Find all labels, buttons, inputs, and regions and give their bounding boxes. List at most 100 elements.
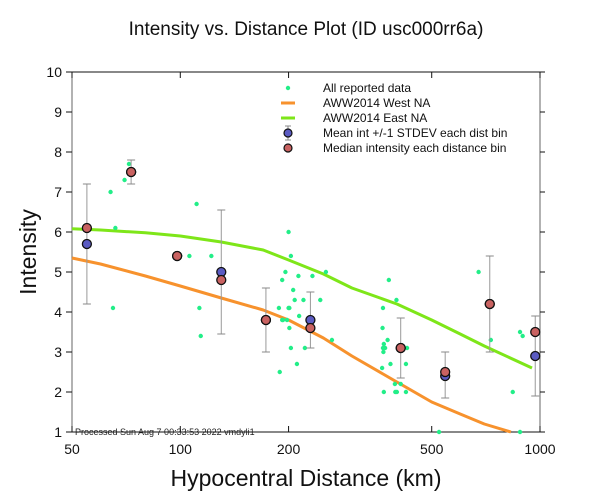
x-tick-label: 100 (169, 441, 193, 457)
data-point (381, 341, 387, 347)
x-tick-label: 500 (420, 441, 444, 457)
y-tick-label: 6 (54, 224, 62, 240)
data-point (187, 253, 192, 259)
legend-label: Median intensity each distance bin (323, 141, 506, 155)
data-point (209, 253, 214, 259)
y-tick-label: 8 (54, 144, 62, 160)
data-point (113, 225, 118, 231)
data-point (290, 287, 296, 293)
legend-marker-icon (283, 128, 293, 138)
reported-data-points (108, 161, 525, 435)
data-point (520, 333, 525, 339)
y-tick-label: 7 (54, 184, 62, 200)
data-point (403, 389, 409, 395)
data-point (382, 345, 388, 351)
data-point (388, 361, 393, 367)
data-point (380, 305, 386, 311)
data-point (517, 329, 523, 335)
data-point (283, 269, 288, 275)
data-point (517, 429, 523, 435)
x-tick-label: 200 (277, 441, 301, 457)
data-point (381, 389, 387, 395)
data-point (296, 273, 301, 279)
data-point (510, 389, 515, 395)
data-point (287, 305, 292, 311)
data-point (301, 297, 306, 303)
data-point (286, 229, 291, 235)
data-point (294, 361, 300, 367)
data-point (280, 317, 286, 323)
data-point (110, 305, 116, 311)
data-point (318, 297, 323, 303)
data-point (198, 333, 203, 339)
legend-label: AWW2014 West NA (323, 96, 430, 110)
y-tick-label: 4 (54, 304, 62, 320)
data-point (404, 345, 410, 351)
y-axis-label: Intensity (15, 209, 41, 295)
data-point (310, 273, 315, 279)
data-point (122, 177, 127, 183)
plot-frame (71, 71, 544, 433)
data-point (277, 369, 282, 375)
median-marker (125, 166, 137, 178)
data-point (279, 277, 285, 283)
data-point (386, 277, 392, 283)
median-marker (440, 366, 451, 378)
legend-label: AWW2014 East NA (323, 111, 427, 125)
chart-title: Intensity vs. Distance Plot (ID usc000rr… (129, 19, 484, 40)
axis-ticks: 1 2 3 4 5 6 7 8 9 10 50 100 200 500 1000 (46, 64, 555, 457)
median-marker (81, 222, 93, 234)
median-marker (395, 342, 406, 354)
data-point (276, 305, 282, 311)
processed-annotation: Processed Sun Aug 7 00:33:53 2022 vmdyli… (75, 427, 255, 437)
median-marker (260, 314, 272, 326)
y-tick-label: 1 (54, 424, 62, 440)
data-point (381, 349, 386, 355)
data-point (385, 337, 390, 343)
y-tick-label: 9 (54, 104, 62, 120)
data-point (197, 305, 202, 311)
data-point (323, 269, 329, 275)
data-point (292, 297, 297, 303)
data-point (284, 317, 290, 323)
y-tick-label: 10 (46, 64, 62, 80)
data-point (288, 345, 294, 351)
distance-bins (81, 159, 541, 399)
data-point (287, 325, 292, 331)
x-axis-label: Hypocentral Distance (km) (171, 465, 442, 491)
y-tick-label: 3 (54, 344, 62, 360)
legend-label: All reported data (323, 81, 411, 95)
data-point (288, 253, 294, 259)
data-point (302, 345, 308, 351)
median-marker (171, 250, 183, 262)
data-point (296, 313, 302, 319)
mean-marker (530, 350, 541, 362)
y-tick-label: 5 (54, 264, 62, 280)
data-point (476, 269, 481, 275)
legend-label: Mean int +/-1 STDEV each dist bin (323, 126, 507, 140)
model-curves (71, 227, 533, 434)
data-point (398, 381, 403, 387)
median-marker (305, 322, 316, 334)
median-marker (484, 298, 495, 310)
median-marker (530, 326, 541, 338)
data-point (394, 389, 400, 395)
data-point (394, 297, 399, 303)
y-tick-label: 2 (54, 384, 62, 400)
data-point (126, 161, 132, 167)
legend-marker-icon (283, 143, 293, 153)
curve-aww2014-west-na (71, 256, 512, 434)
legend-dot-icon (285, 85, 291, 91)
data-point (108, 189, 113, 195)
data-point (392, 381, 398, 387)
mean-marker (81, 238, 93, 250)
data-point (379, 365, 385, 371)
data-point (436, 429, 442, 435)
curve-aww2014-east-na (71, 227, 533, 370)
x-tick-label: 50 (64, 441, 80, 457)
data-point (403, 361, 409, 367)
data-point (194, 201, 199, 207)
median-marker (216, 274, 227, 286)
